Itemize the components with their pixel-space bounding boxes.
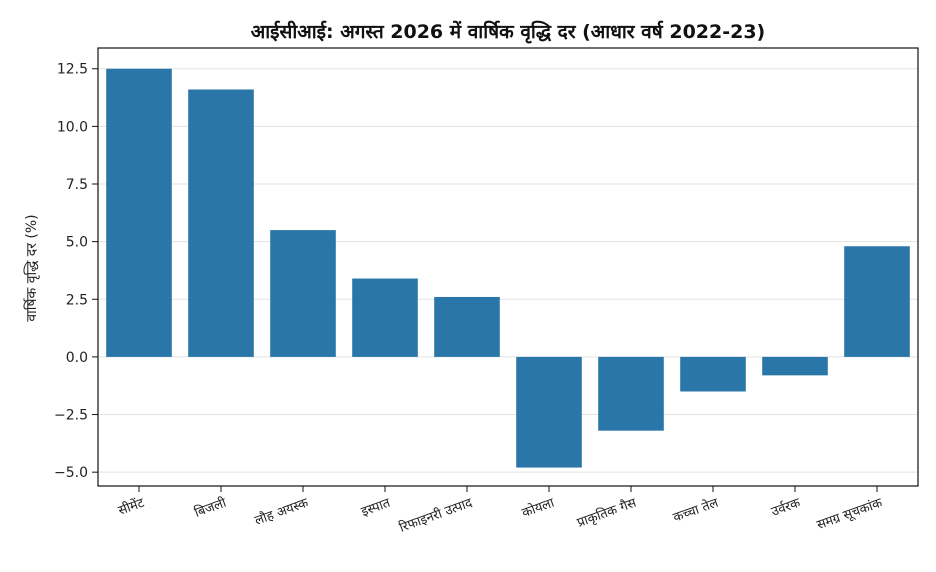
y-tick-label: 10.0: [57, 119, 88, 135]
x-tick-label: उर्वरक: [769, 494, 803, 520]
x-tick-label: प्राकृतिक गैस: [575, 495, 639, 531]
plot-frame: [97, 47, 919, 487]
x-tick-label: कोयला: [520, 495, 557, 522]
bars: [106, 68, 910, 468]
bar: [844, 246, 910, 357]
y-tick-label: 2.5: [66, 292, 88, 308]
x-tick-label: इस्पात: [359, 495, 393, 519]
x-tick-label: सीमेंट: [116, 495, 147, 519]
y-axis-label: वार्षिक वृद्धि दर (%): [23, 214, 40, 321]
y-tick-label: 5.0: [66, 235, 88, 251]
x-tick-label: समग्र सूचकांक: [815, 495, 885, 533]
bar: [188, 89, 254, 357]
y-tick-label: 0.0: [66, 350, 88, 366]
chart-title: आईसीआई: अगस्त 2026 में वार्षिक वृद्धि दर…: [251, 20, 766, 44]
bar: [762, 356, 828, 376]
y-tick-label: 12.5: [57, 62, 88, 78]
bar: [434, 296, 500, 357]
x-axis-ticks: सीमेंट बिजली लौह अयस्क इस्पात रिफाइनरी उत्पा…: [116, 486, 885, 536]
y-tick-label: 7.5: [66, 177, 88, 193]
bar: [352, 278, 418, 357]
x-tick-label: लौह अयस्क: [253, 494, 312, 528]
x-tick-label: रिफाइनरी उत्पाद: [397, 494, 475, 536]
y-axis-ticks: −5.0 −2.5 0.0 2.5 5.0 7.5 10.0 12.5: [54, 62, 98, 481]
y-tick-label: −2.5: [54, 408, 88, 424]
bar: [516, 356, 582, 468]
x-tick-label: बिजली: [192, 495, 229, 521]
bar: [270, 230, 336, 357]
bar: [680, 356, 746, 392]
x-tick-label: कच्चा तेल: [671, 495, 721, 526]
y-tick-label: −5.0: [54, 465, 88, 481]
bar: [598, 356, 664, 431]
bar: [106, 68, 172, 357]
